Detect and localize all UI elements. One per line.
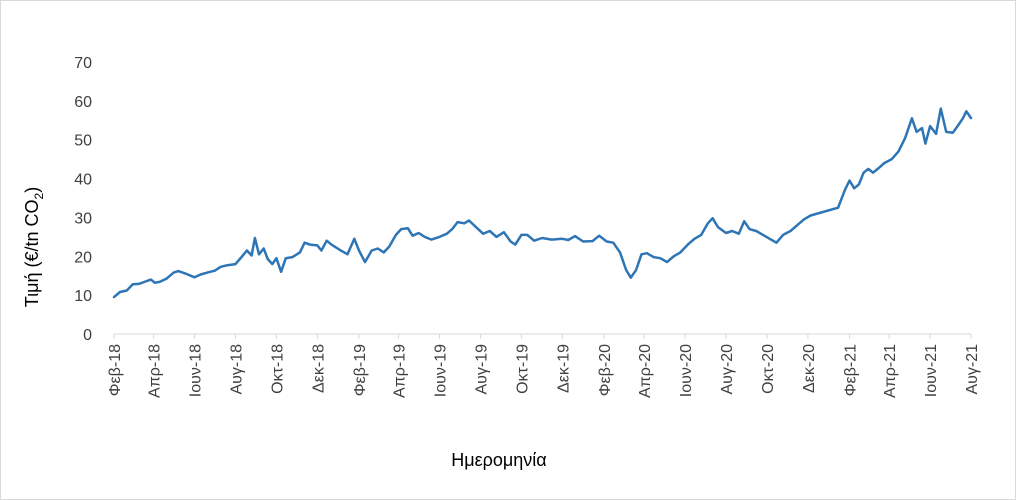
x-tick-label: Φεβ-18 [107, 344, 124, 396]
y-axis-title: Τιμή (€/tn CO2) [22, 187, 46, 307]
y-tick-label: 0 [83, 327, 92, 344]
x-tick-label: Απρ-19 [392, 344, 409, 398]
y-axis-title-subscript: 2 [32, 192, 46, 199]
x-tick-label: Αυγ-21 [964, 344, 981, 395]
y-axis: 0 10 20 30 40 50 60 70 [74, 55, 92, 344]
x-tick-label: Ιουν-19 [432, 344, 449, 397]
x-tick-label: Αυγ-18 [228, 344, 245, 395]
y-tick-label: 10 [74, 288, 92, 305]
x-tick-label: Φεβ-21 [843, 344, 860, 396]
x-tick-label: Απρ-21 [882, 344, 899, 398]
x-axis: Φεβ-18 Απρ-18 Ιουν-18 Αυγ-18 Οκτ-18 Δεκ-18 Φεβ… [107, 333, 981, 398]
x-tick-label: Οκτ-19 [514, 344, 531, 394]
x-tick-label: Δεκ-20 [801, 344, 818, 393]
y-tick-label: 30 [74, 210, 92, 227]
plot-area [112, 107, 973, 299]
y-axis-title-main: Τιμή (€/tn CO [22, 199, 42, 307]
x-tick-label: Δεκ-19 [555, 344, 572, 393]
y-tick-label: 50 [74, 133, 92, 150]
x-tick-label: Φεβ-19 [352, 344, 369, 396]
x-tick-label: Φεβ-20 [597, 344, 614, 396]
x-tick-label: Αυγ-19 [473, 344, 490, 395]
y-tick-label: 60 [74, 94, 92, 111]
x-tick-label: Οκτ-18 [269, 344, 286, 394]
x-tick-label: Αυγ-20 [719, 344, 736, 395]
x-tick-label: Απρ-20 [637, 344, 654, 398]
x-axis-title: Ημερομηνία [451, 450, 546, 470]
x-tick-label: Ιουν-21 [923, 344, 940, 397]
x-tick-label: Ιουν-20 [678, 344, 695, 397]
x-tick-label: Απρ-18 [147, 344, 164, 398]
y-tick-label: 40 [74, 172, 92, 189]
x-tick-label: Οκτ-20 [760, 344, 777, 394]
x-tick-label: Ιουν-18 [188, 344, 205, 397]
y-axis-title-close: ) [22, 187, 42, 193]
series-line [112, 107, 973, 299]
y-tick-label: 20 [74, 249, 92, 266]
y-tick-label: 70 [74, 55, 92, 72]
x-tick-label: Δεκ-18 [310, 344, 327, 393]
